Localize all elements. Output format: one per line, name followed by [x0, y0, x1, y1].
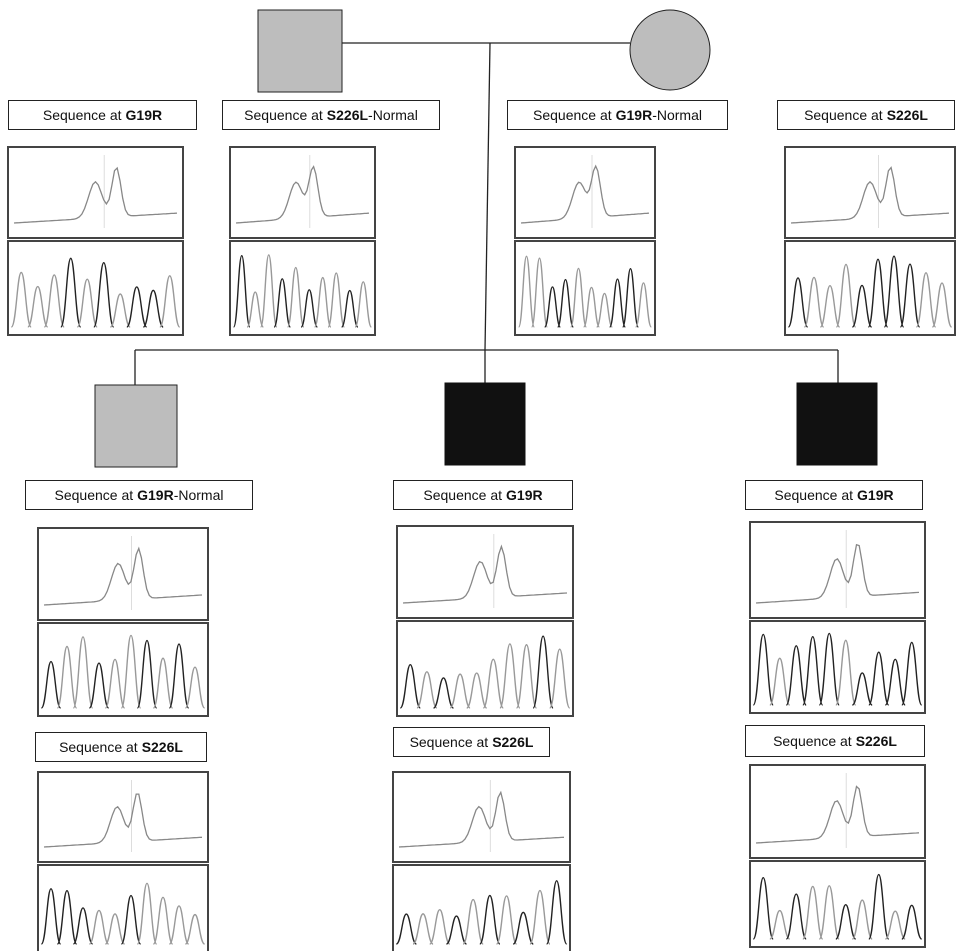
label-prefix: Sequence at — [43, 107, 122, 123]
pedigree — [0, 0, 957, 951]
peak-panel — [8, 147, 183, 238]
child-symbol — [797, 383, 877, 465]
label-mutation: G19R — [126, 107, 163, 123]
label-prefix: Sequence at — [59, 739, 138, 755]
label-prefix: Sequence at — [244, 107, 323, 123]
mother-symbol — [630, 10, 710, 90]
label-mutation: S226L — [887, 107, 928, 123]
label-prefix: Sequence at — [773, 733, 852, 749]
label-prefix: Sequence at — [410, 734, 489, 750]
trace-panel — [8, 241, 183, 335]
trace-panel — [230, 241, 375, 335]
chromatograms — [8, 147, 955, 951]
child-symbol — [95, 385, 177, 467]
peak-panel — [38, 528, 208, 620]
peak-panel — [750, 522, 925, 618]
father-symbol — [258, 10, 342, 92]
label-prefix: Sequence at — [423, 487, 502, 503]
label-mutation: S226L — [856, 733, 897, 749]
descent-line — [485, 43, 490, 350]
label-mutation: S226L — [492, 734, 533, 750]
label-suffix: -Normal — [652, 107, 702, 123]
label-mutation: G19R — [137, 487, 174, 503]
label-mutation: G19R — [857, 487, 894, 503]
peak-panel — [515, 147, 655, 238]
sequence-label: Sequence atS226L — [745, 725, 925, 757]
trace-panel — [397, 621, 573, 716]
child-symbol — [445, 383, 525, 465]
label-mutation: G19R — [616, 107, 653, 123]
label-prefix: Sequence at — [804, 107, 883, 123]
label-prefix: Sequence at — [55, 487, 134, 503]
peak-panel — [393, 772, 570, 862]
label-prefix: Sequence at — [533, 107, 612, 123]
label-prefix: Sequence at — [774, 487, 853, 503]
label-suffix: -Normal — [368, 107, 418, 123]
sequence-label: Sequence atS226L — [35, 732, 207, 762]
label-mutation: S226L — [142, 739, 183, 755]
label-suffix: -Normal — [174, 487, 224, 503]
sequence-label: Sequence atS226L-Normal — [222, 100, 440, 130]
label-mutation: S226L — [327, 107, 368, 123]
page: {"individuals": [ {"labels": [{"prefix":… — [0, 0, 957, 951]
peak-panel — [785, 147, 955, 238]
peak-panel — [397, 526, 573, 618]
label-mutation: G19R — [506, 487, 543, 503]
peak-panel — [750, 765, 925, 858]
